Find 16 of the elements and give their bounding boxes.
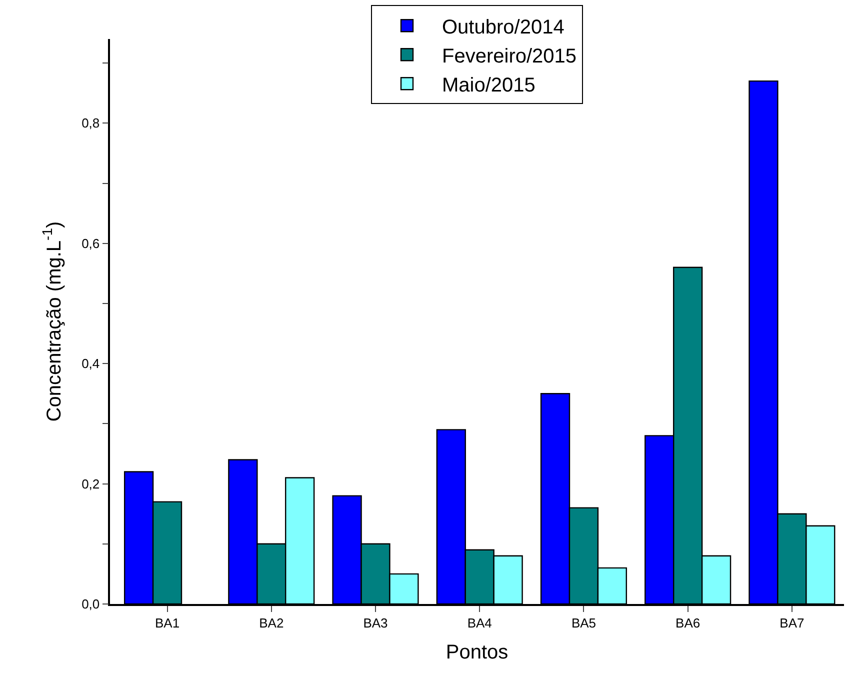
x-tick-label: BA3	[363, 615, 388, 630]
legend-label: Fevereiro/2015	[442, 45, 577, 68]
x-tick-label: BA7	[780, 615, 804, 630]
y-tick-label: 0,0	[82, 596, 100, 612]
y-tick-label: 0,6	[82, 236, 100, 251]
x-tick-label: BA2	[259, 615, 284, 630]
y-tick-label: 0,8	[82, 116, 100, 131]
legend-label: Outubro/2014	[442, 16, 564, 38]
y-tick-label: 0,4	[82, 356, 100, 372]
legend-label: Maio/2015	[442, 74, 536, 96]
x-tick-label: BA4	[467, 615, 492, 630]
x-axis-title: Pontos	[446, 641, 508, 664]
y-tick-label: 0,2	[82, 476, 100, 492]
x-tick-label: BA6	[676, 615, 700, 630]
x-tick-label: BA5	[571, 615, 596, 630]
x-tick-label: BA1	[154, 615, 180, 630]
